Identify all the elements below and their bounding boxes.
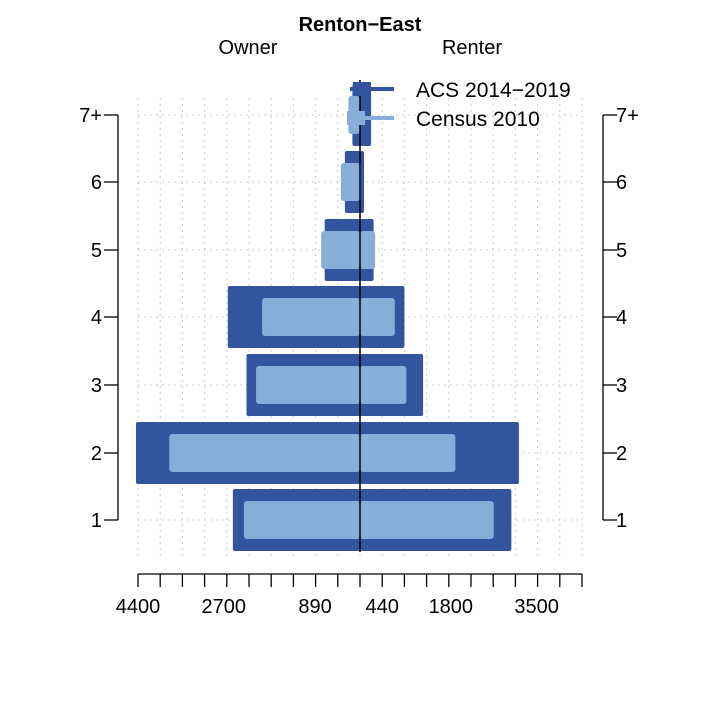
legend: ACS 2014−2019 Census 2010 xyxy=(347,79,571,131)
left-category-label: 6 xyxy=(91,172,102,194)
x-tick-label: 440 xyxy=(366,596,399,618)
bars xyxy=(135,84,519,551)
bar-owner-census xyxy=(243,501,360,539)
axes: 1 1 2 2 3 3 4 4 5 5 6 6 7+ 7+ 4400 2700 890 440 1800 3500 xyxy=(79,80,639,618)
left-category-label: 3 xyxy=(91,375,102,397)
bar-renter-census xyxy=(360,501,494,539)
left-category-label: 4 xyxy=(91,307,102,329)
right-category-label: 4 xyxy=(616,307,627,329)
bar-owner-census xyxy=(340,163,360,201)
right-category-label: 1 xyxy=(616,510,627,532)
right-category-label: 7+ xyxy=(616,105,639,127)
bar-renter-acs xyxy=(360,84,372,146)
bar-owner-census xyxy=(169,434,360,472)
right-category-label: 6 xyxy=(616,172,627,194)
x-tick-label: 1800 xyxy=(429,596,474,618)
x-tick-label: 890 xyxy=(298,596,331,618)
bar-renter-census xyxy=(360,231,376,269)
right-category-label: 3 xyxy=(616,375,627,397)
left-category-label: 7+ xyxy=(79,105,102,127)
x-tick-label: 3500 xyxy=(514,596,559,618)
bar-owner-census xyxy=(321,231,360,269)
bar-owner-census xyxy=(262,298,360,336)
chart-title: Renton−East xyxy=(299,14,422,36)
left-category-label: 2 xyxy=(91,443,102,465)
legend-swatch-acs xyxy=(353,82,371,96)
x-tick-label: 4400 xyxy=(116,596,161,618)
bar-renter-census xyxy=(360,298,395,336)
left-category-label: 5 xyxy=(91,240,102,262)
right-category-label: 2 xyxy=(616,443,627,465)
left-category-label: 1 xyxy=(91,510,102,532)
legend-label-acs: ACS 2014−2019 xyxy=(416,79,571,102)
legend-swatch-census xyxy=(347,111,365,125)
owner-label: Owner xyxy=(219,37,278,59)
x-tick-label: 2700 xyxy=(202,596,247,618)
bar-renter-census xyxy=(360,366,407,404)
bar-renter-census xyxy=(360,434,456,472)
bar-owner-census xyxy=(256,366,360,404)
right-category-label: 5 xyxy=(616,240,627,262)
renter-label: Renter xyxy=(442,37,502,59)
legend-label-census: Census 2010 xyxy=(416,108,540,131)
